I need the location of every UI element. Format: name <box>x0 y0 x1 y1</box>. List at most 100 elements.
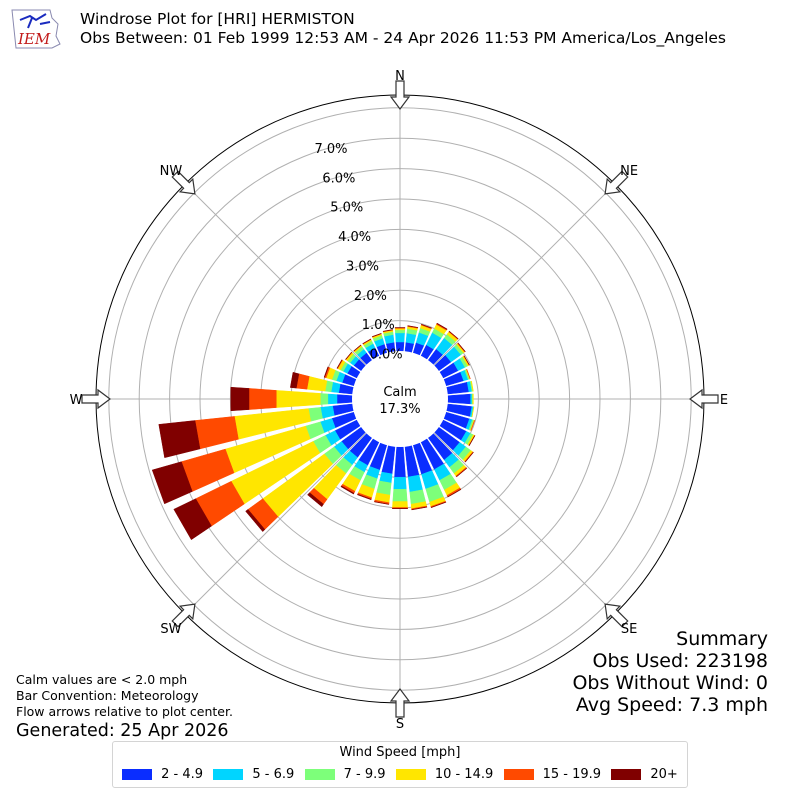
legend-items: 2 - 4.9 5 - 6.9 7 - 9.9 10 - 14.9 15 - 1… <box>113 761 687 782</box>
windrose-bar-segment <box>307 492 324 508</box>
legend-item: 5 - 6.9 <box>213 767 294 782</box>
windrose-bar-segment <box>230 386 250 412</box>
summary-obs-without-wind: Obs Without Wind: 0 <box>572 672 768 694</box>
generated-date: Generated: 25 Apr 2026 <box>16 721 229 741</box>
legend-title: Wind Speed [mph] <box>339 745 461 760</box>
windrose-bar-segment <box>470 420 476 431</box>
radial-tick-label: 1.0% <box>362 318 395 333</box>
windrose-bar-segment <box>464 451 474 463</box>
radial-tick-label: 4.0% <box>338 230 371 245</box>
windrose-bar-segment <box>151 461 193 505</box>
windrose-bar-segment <box>336 359 343 369</box>
legend-swatch <box>611 769 642 780</box>
radial-tick-label: 3.0% <box>346 259 379 274</box>
windrose-bar-segment <box>395 332 405 343</box>
windrose-bar-segment <box>362 338 372 345</box>
legend-swatch <box>304 769 335 780</box>
summary-title: Summary <box>676 628 768 650</box>
flow-arrow-icon <box>604 603 629 628</box>
windrose-bar-segment <box>447 393 471 405</box>
direction-label: W <box>70 393 83 408</box>
grid-spoke <box>433 432 616 615</box>
direction-label: NE <box>620 164 638 179</box>
windrose-bar-segment <box>323 366 329 378</box>
flow-arrow-icon <box>81 388 111 410</box>
windrose-bar-segment <box>456 467 468 478</box>
legend-label: 5 - 6.9 <box>252 767 295 782</box>
legend-item: 2 - 4.9 <box>122 767 203 782</box>
direction-label: S <box>396 717 404 732</box>
bar-convention-note: Bar Convention: Meteorology <box>16 688 199 703</box>
chart-title-block: Windrose Plot for [HRI] HERMISTON Obs Be… <box>80 10 726 48</box>
flow-arrows-note: Flow arrows relative to plot center. <box>16 704 233 719</box>
windrose-bar-segment <box>407 325 419 328</box>
flow-arrow-icon <box>389 80 411 110</box>
windrose-bar-segment <box>430 501 447 509</box>
flow-arrow-icon <box>389 688 411 718</box>
grid-spoke <box>184 432 367 615</box>
radial-tick-label: 6.0% <box>322 171 355 186</box>
iem-logo: IEM <box>11 9 61 49</box>
direction-label: SW <box>160 622 181 637</box>
direction-label: SE <box>621 622 637 637</box>
windrose-bar-segment <box>336 394 353 404</box>
summary-obs-used: Obs Used: 223198 <box>592 650 768 672</box>
windrose-bar-segment <box>320 405 335 419</box>
radial-tick-label: 2.0% <box>354 289 387 304</box>
windrose-bar-segment <box>194 416 239 450</box>
windrose-bar-segment <box>471 406 475 418</box>
radial-tick-label: 5.0% <box>330 201 363 216</box>
windrose-bar-segment <box>371 332 382 338</box>
chart-notes: Calm values are < 2.0 mph Bar Convention… <box>16 672 233 742</box>
windrose-bar-segment <box>407 474 423 493</box>
windrose-bar-segment <box>373 501 390 505</box>
windrose-bar-segment <box>472 393 474 405</box>
windrose-bar-segment <box>421 323 432 329</box>
direction-label: E <box>720 393 728 408</box>
legend-swatch <box>503 769 534 780</box>
windrose-bar-segment <box>436 322 448 330</box>
radial-tick-label: 0.0% <box>370 348 403 363</box>
windrose-bar-segment <box>394 329 406 334</box>
windrose-bar-segment <box>245 509 266 532</box>
calm-note: Calm values are < 2.0 mph <box>16 672 188 687</box>
summary-avg-speed: Avg Speed: 7.3 mph <box>575 694 768 716</box>
legend-label: 15 - 19.9 <box>542 767 602 782</box>
windrose-bar-segment <box>470 380 474 392</box>
calm-label: Calm <box>383 385 416 400</box>
windrose-bar-segment <box>340 485 355 495</box>
chart-title: Windrose Plot for [HRI] HERMISTON <box>80 10 355 28</box>
windrose-bar-segment <box>404 341 415 353</box>
windrose-bar-segment <box>468 435 476 447</box>
windrose-bar-segment <box>290 371 300 389</box>
windrose-bar-segment <box>466 368 471 380</box>
calm-value: 17.3% <box>379 402 420 417</box>
windrose-bar-segment <box>392 501 408 508</box>
windrose-bar-segment <box>447 488 462 498</box>
windrose-bar-segment <box>344 351 353 360</box>
windrose-bar-segment <box>158 420 201 459</box>
windrose-bar-segment <box>457 342 466 353</box>
windrose-bar-segment <box>320 393 329 405</box>
windrose-bar-segment <box>327 393 338 405</box>
windrose-bar-segment <box>353 344 362 352</box>
svg-text:IEM: IEM <box>17 30 51 48</box>
summary-block: Summary Obs Used: 223198 Obs Without Win… <box>572 628 768 716</box>
flow-arrow-icon <box>171 170 196 195</box>
flow-arrow-icon <box>604 170 629 195</box>
windrose-bar-segment <box>448 330 459 340</box>
windrose-bar-segment <box>411 506 428 511</box>
windrose-bar-segment <box>382 329 393 332</box>
legend-label: 20+ <box>650 767 678 782</box>
flow-arrow-icon <box>689 388 719 410</box>
direction-label: N <box>395 69 405 84</box>
windrose-bar-segment <box>173 498 212 541</box>
legend-label: 2 - 4.9 <box>161 767 204 782</box>
windrose-bar-segment <box>276 390 321 408</box>
legend-item: 15 - 19.9 <box>503 767 602 782</box>
grid-spoke <box>433 183 616 366</box>
windrose-bar-segment <box>357 493 372 501</box>
wind-speed-legend: Wind Speed [mph] 2 - 4.9 5 - 6.9 7 - 9.9… <box>112 741 688 788</box>
legend-swatch <box>395 769 426 780</box>
